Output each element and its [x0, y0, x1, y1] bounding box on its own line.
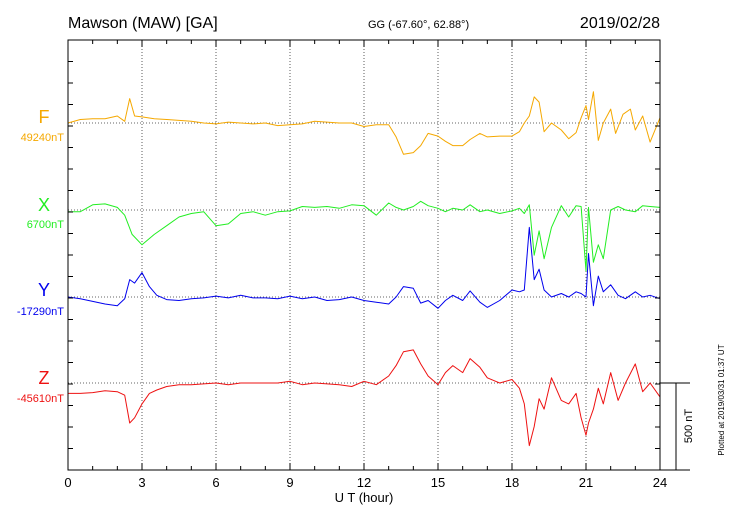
chart-title: Mawson (MAW) [GA]: [68, 15, 218, 32]
x-axis-label: U T (hour): [335, 490, 394, 505]
x-tick-label-15: 15: [431, 475, 445, 490]
scale-bar-label: 500 nT: [683, 409, 695, 444]
x-tick-label-3: 3: [138, 475, 145, 490]
plotted-at-note: Plotted at 2019/03/31 01:37 UT: [717, 344, 726, 455]
series-line-x: [68, 200, 661, 272]
scale-bar: 500 nT: [660, 382, 695, 471]
series-name-z: Z: [39, 368, 50, 388]
series-name-y: Y: [38, 280, 50, 300]
chart-coords: GG (-67.60°, 62.88°): [368, 19, 469, 31]
series-baseline-y: -17290nT: [17, 306, 64, 318]
series-baseline-f: 49240nT: [21, 132, 65, 144]
series-lines: [67, 91, 661, 447]
x-tick-label-21: 21: [579, 475, 593, 490]
series-labels: F 49240nT X 6700nT Y -17290nT Z -45610nT: [17, 107, 64, 405]
series-baseline-x: 6700nT: [27, 219, 65, 231]
series-line-z: [68, 349, 661, 447]
grid-lines: [68, 40, 660, 470]
x-tick-label-9: 9: [286, 475, 293, 490]
series-baseline-z: -45610nT: [17, 393, 64, 405]
x-tick-label-6: 6: [212, 475, 219, 490]
x-tick-label-12: 12: [357, 475, 371, 490]
series-line-y: [67, 226, 661, 309]
x-tick-label-24: 24: [653, 475, 667, 490]
plot-frame: [67, 39, 661, 471]
series-name-x: X: [38, 195, 50, 215]
x-tick-label-0: 0: [64, 475, 71, 490]
axis-ticks: 0 3 6 9 12 15 18 21 24: [64, 40, 667, 490]
series-name-f: F: [39, 107, 50, 127]
chart-date: 2019/02/28: [580, 15, 660, 32]
series-line-f: [67, 91, 661, 155]
x-tick-label-18: 18: [505, 475, 519, 490]
